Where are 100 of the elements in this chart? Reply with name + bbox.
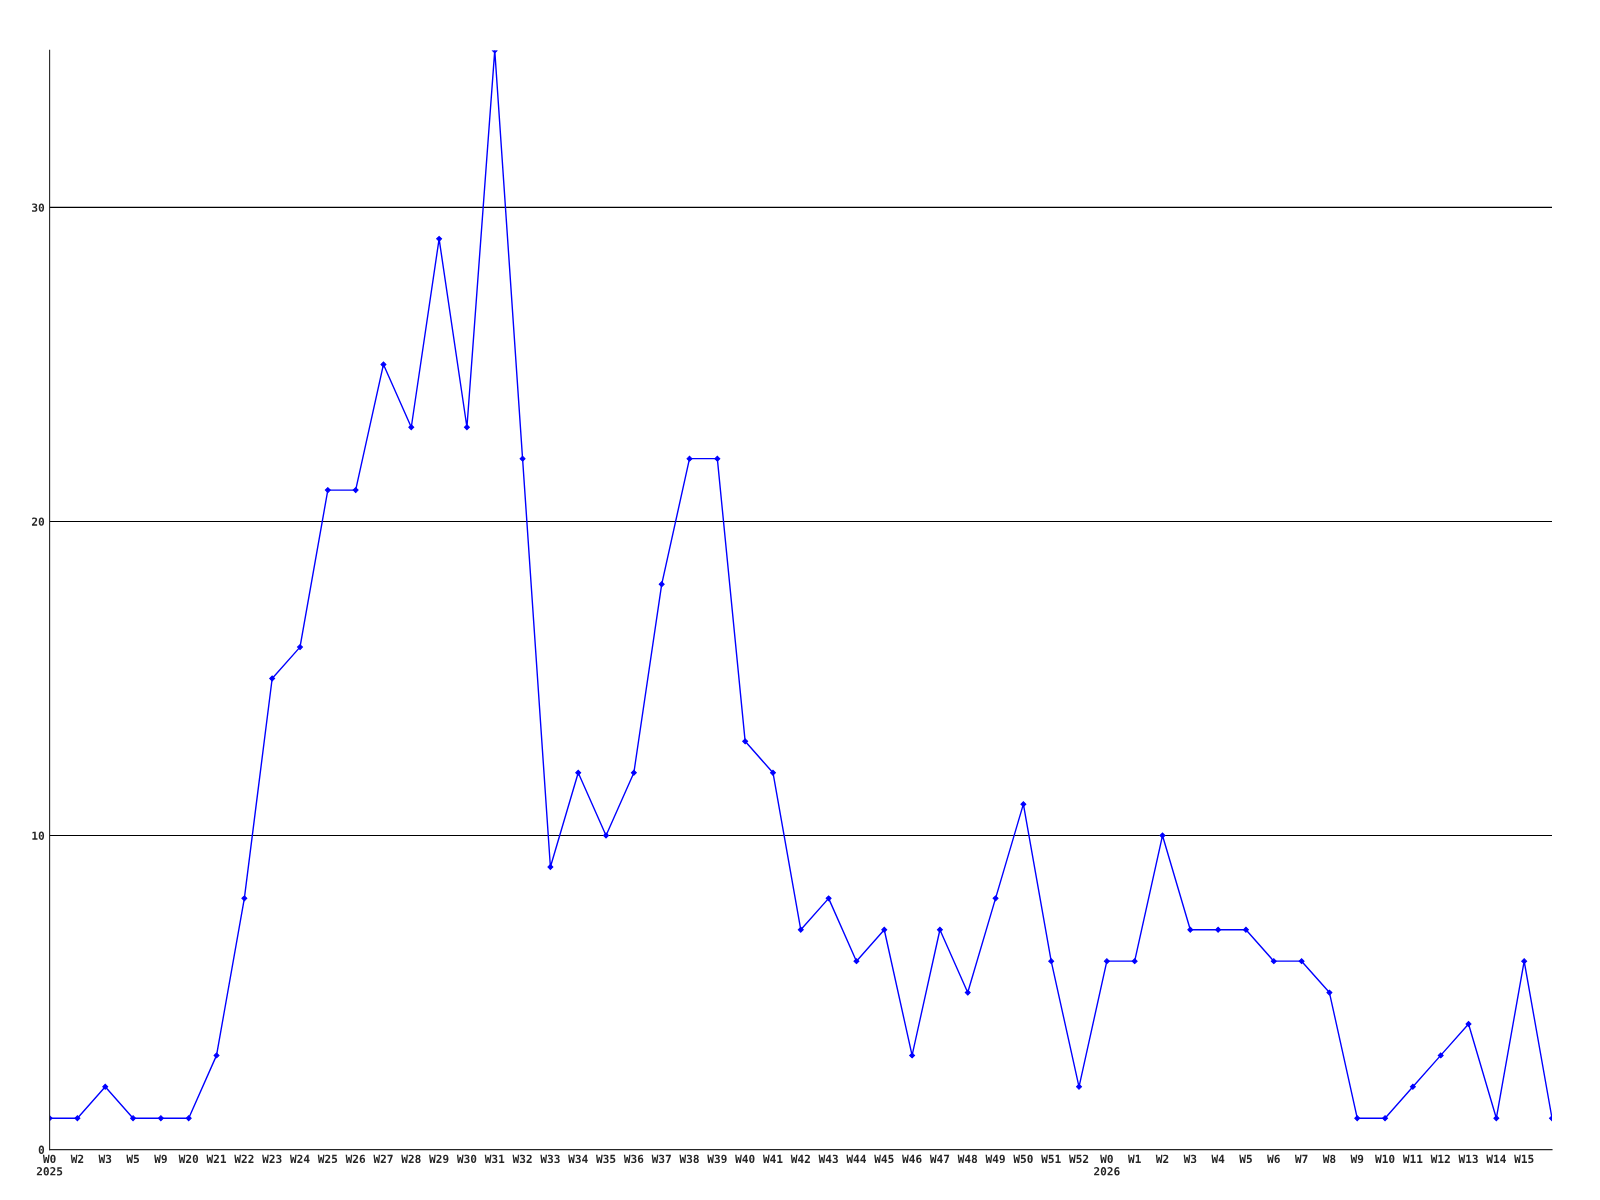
x-tick-label: W4: [1211, 1154, 1225, 1163]
point: [1326, 989, 1333, 996]
x-tick-label: W49: [985, 1154, 1005, 1164]
x-tick-label: W8: [1322, 1154, 1336, 1164]
x-tick-label: W0 2026: [1094, 1154, 1120, 1176]
point: [714, 455, 721, 462]
x-tick-label: W11: [1402, 1154, 1423, 1163]
point: [1159, 832, 1166, 839]
point: [352, 487, 359, 494]
point: [1521, 958, 1528, 965]
x-tick-label: W7: [1294, 1154, 1308, 1163]
x-tick-label: W27: [373, 1154, 393, 1163]
point: [1242, 926, 1249, 933]
point: [1103, 958, 1110, 965]
point: [436, 235, 443, 242]
x-tick-label: W2: [70, 1154, 84, 1163]
point: [269, 675, 276, 682]
point: [630, 769, 637, 776]
point: [519, 455, 526, 462]
point: [1382, 1115, 1389, 1122]
point: [1270, 958, 1277, 965]
point: [1076, 1083, 1082, 1090]
point: [130, 1115, 137, 1122]
x-tick-label: W31: [484, 1154, 505, 1164]
point: [547, 863, 554, 870]
x-tick-label: W34: [568, 1154, 588, 1164]
x-tick-label: W5: [1239, 1154, 1252, 1164]
x-tick-label: W1: [1127, 1154, 1141, 1163]
point: [1298, 958, 1305, 965]
point: [603, 832, 610, 839]
x-tick-label: W42: [790, 1154, 810, 1163]
x-tick-label: W21: [206, 1154, 227, 1163]
x-tick-label: W20: [178, 1154, 199, 1164]
point: [185, 1115, 192, 1122]
x-tick-label: W40: [735, 1154, 755, 1164]
point: [1354, 1115, 1361, 1122]
point: [742, 738, 749, 745]
x-tick-label: W43: [818, 1154, 838, 1164]
x-tick-label: W33: [540, 1154, 560, 1164]
y-tick-label: 10: [32, 831, 45, 840]
x-tick-label: W39: [707, 1154, 727, 1164]
x-tick-label: W51: [1041, 1154, 1061, 1164]
x-tick-label: W44: [846, 1154, 866, 1163]
y-tick-label: 20: [31, 517, 45, 526]
point: [825, 895, 832, 902]
point: [157, 1115, 164, 1122]
x-tick-label: W35: [596, 1154, 616, 1164]
point: [936, 926, 943, 933]
point: [1493, 1115, 1500, 1122]
y-tick-label: 0: [38, 1145, 45, 1154]
point: [241, 895, 248, 902]
point: [853, 958, 860, 965]
point: [102, 1083, 109, 1090]
point: [964, 989, 971, 996]
x-tick-label: W6: [1267, 1154, 1280, 1164]
x-tick-label: W47: [929, 1154, 950, 1163]
x-tick-label: W3: [1183, 1154, 1197, 1164]
point: [992, 895, 999, 902]
point: [297, 644, 303, 651]
x-tick-label: W46: [902, 1154, 922, 1164]
point: [881, 926, 888, 933]
x-tick-label: W48: [957, 1154, 978, 1164]
point: [909, 1052, 916, 1059]
x-tick-label: W9: [154, 1154, 167, 1164]
x-tick-label: W37: [651, 1154, 671, 1164]
point: [1048, 958, 1055, 965]
x-tick-label: W12: [1430, 1154, 1450, 1163]
x-tick-label: W36: [623, 1154, 644, 1164]
x-tick-label: W30: [456, 1154, 477, 1164]
x-tick-label: W23: [262, 1154, 282, 1164]
x-tick-label: W13: [1458, 1154, 1478, 1164]
x-tick-label: W50: [1013, 1154, 1033, 1164]
x-tick-label: W29: [429, 1154, 449, 1164]
x-tick-label: W5: [126, 1154, 139, 1164]
point: [658, 581, 665, 588]
x-tick-label: W0 2025: [36, 1154, 63, 1176]
x-tick-label: W9: [1350, 1154, 1364, 1164]
point: [74, 1115, 81, 1122]
point: [1131, 958, 1138, 965]
point: [463, 424, 470, 431]
point: [213, 1052, 220, 1059]
x-tick-label: W26: [345, 1154, 366, 1164]
line-series: [49, 50, 1552, 1122]
x-tick-label: W22: [234, 1154, 254, 1163]
x-tick-label: W38: [679, 1154, 699, 1164]
point: [770, 769, 776, 776]
point: [575, 769, 582, 776]
x-tick-label: W3: [98, 1154, 112, 1164]
point: [1465, 1021, 1472, 1027]
point: [380, 361, 387, 368]
point: [797, 926, 804, 933]
point: [1187, 926, 1194, 933]
point: [686, 455, 693, 462]
x-tick-label: W45: [874, 1154, 894, 1164]
x-tick-label: W41: [762, 1154, 783, 1163]
x-tick-label: W15: [1514, 1154, 1534, 1164]
x-tick-label: W32: [512, 1154, 532, 1164]
x-tick-label: W28: [401, 1154, 421, 1164]
point: [1409, 1083, 1416, 1090]
point: [1437, 1052, 1444, 1059]
